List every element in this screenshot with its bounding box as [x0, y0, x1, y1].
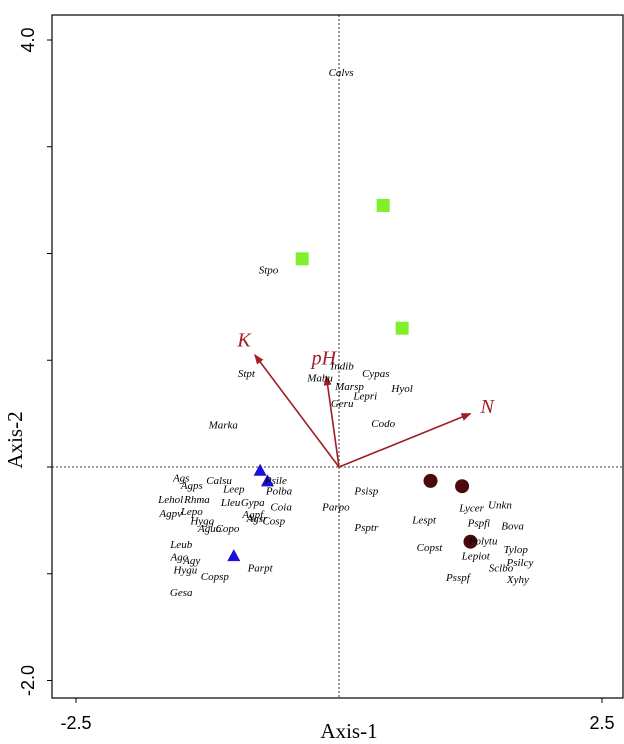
env-vector-label-ph: pH [310, 347, 338, 369]
species-label: Stpt [238, 368, 256, 380]
axis-ticks: 4.0 -2.0 -2.5 2.5 [18, 27, 615, 733]
plot-frame [51, 14, 624, 699]
species-label: Hygu [172, 564, 197, 576]
x-tick-label: -2.5 [60, 713, 91, 733]
species-label: Codo [371, 418, 395, 430]
species-label: Stpo [259, 265, 279, 277]
species-label: Agpv [158, 508, 182, 520]
env-vector-label-n: N [480, 396, 496, 418]
species-label: Tylop [504, 544, 529, 556]
species-label: Agps [180, 480, 203, 492]
species-label: Marka [208, 419, 239, 431]
species-label: Xyhy [506, 574, 529, 586]
species-label: Calvs [329, 67, 354, 79]
species-label: Polytu [468, 536, 498, 548]
species-label: Leub [169, 539, 193, 551]
sample-markers [227, 198, 478, 562]
species-label: Psile [264, 475, 287, 487]
sample-circle [463, 534, 478, 549]
species-label: Aguo [197, 523, 222, 535]
sample-circle [455, 479, 470, 494]
species-label: Copo [216, 523, 240, 535]
species-label: Lleu [220, 497, 241, 509]
species-label: Lespt [411, 514, 437, 526]
x-tick-label: 2.5 [589, 713, 614, 733]
env-vectors: KpH N [236, 330, 496, 468]
species-label: Agc [170, 552, 188, 564]
species-label: Agy [182, 555, 200, 567]
species-label: Agsr [246, 513, 269, 525]
species-label: Mabu [306, 372, 333, 384]
species-label: Calsu [206, 475, 232, 487]
species-label: Polba [265, 485, 293, 497]
species-label: Pspfi [467, 518, 491, 530]
env-vector-ph [323, 375, 340, 468]
species-label: Agpf [241, 509, 265, 521]
species-label: Cypas [362, 368, 390, 380]
y-axis-title: Axis-2 [3, 411, 27, 468]
sample-triangle [253, 463, 267, 476]
species-label: Psilcy [505, 557, 533, 569]
sample-triangle [260, 474, 274, 487]
species-label: Ags [172, 473, 190, 485]
sample-square [376, 198, 390, 212]
env-vector-label-k: K [236, 330, 252, 352]
sample-circle [423, 473, 438, 488]
species-label: Lepo [180, 506, 204, 518]
species-label: Gypa [241, 497, 265, 509]
species-label: Copst [417, 542, 444, 554]
species-label: Lepri [352, 390, 377, 402]
species-label: Parpo [321, 501, 350, 513]
x-axis-title: Axis-1 [320, 719, 377, 743]
y-tick-label: 4.0 [18, 27, 38, 52]
env-vector-k [254, 354, 340, 468]
species-label: Parpt [247, 562, 274, 574]
sample-square [295, 252, 309, 266]
species-label: Psisp [353, 485, 378, 497]
species-label: Bova [501, 521, 524, 533]
species-label: Cosp [262, 515, 285, 527]
species-label: Lehol [157, 494, 183, 506]
env-vector-n [338, 412, 472, 468]
sample-triangle [227, 549, 241, 562]
y-tick-label: -2.0 [18, 665, 38, 696]
reference-lines [52, 15, 623, 698]
species-label: Psspf [445, 572, 472, 584]
species-label: Psptr [353, 522, 379, 534]
species-label: Indib [330, 361, 355, 373]
species-label: Sclbo [489, 562, 514, 574]
species-label: Marsp [334, 381, 364, 393]
species-label: Lycer [458, 503, 484, 515]
species-label: Hygg [189, 515, 214, 527]
species-label: Unkn [488, 499, 512, 511]
species-label: Gesa [170, 587, 193, 599]
species-label: Hyol [390, 383, 412, 395]
species-label: Lepiot [461, 551, 491, 563]
species-label: Copsp [201, 571, 230, 583]
species-label: Rhma [183, 494, 210, 506]
species-label: Coia [270, 501, 292, 513]
sample-square [395, 321, 409, 335]
species-label: Leep [222, 483, 245, 495]
species-label: Geru [331, 398, 354, 410]
